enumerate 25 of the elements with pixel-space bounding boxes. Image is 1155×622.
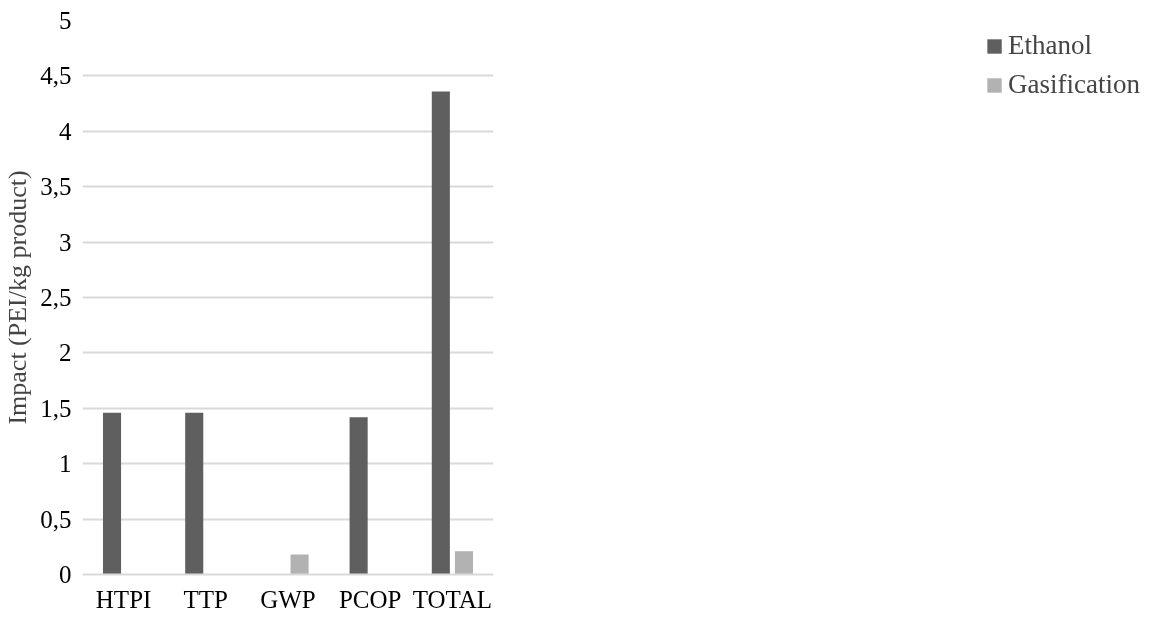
bar xyxy=(431,91,450,575)
bar xyxy=(349,417,368,575)
y-tick-label: 4,5 xyxy=(40,62,72,90)
legend-label: Gasification xyxy=(1008,69,1140,100)
y-tick-label: 3,5 xyxy=(40,173,72,201)
x-tick-label: GWP xyxy=(260,585,316,613)
x-tick-label: TTP xyxy=(183,585,229,613)
x-tick-label: TOTAL xyxy=(412,585,493,613)
x-tick-label: HTPI xyxy=(95,585,152,613)
y-tick-label: 2,5 xyxy=(40,284,72,311)
y-tick-label: 1,5 xyxy=(40,394,72,422)
x-tick-label: PCOP xyxy=(338,585,402,613)
y-tick-label: 0 xyxy=(59,561,72,588)
bar xyxy=(102,412,122,575)
legend-label: Ethanol xyxy=(1008,30,1093,61)
bar xyxy=(290,554,309,575)
y-tick-label: 4 xyxy=(59,117,72,145)
y-tick-label: 0,5 xyxy=(40,505,72,533)
y-axis-title: Impact (PEI/kg product) xyxy=(3,170,33,425)
y-tick-label: 3 xyxy=(59,228,72,256)
y-tick-label: 5 xyxy=(59,7,72,34)
y-tick-label: 1 xyxy=(59,450,72,478)
bar xyxy=(454,551,474,575)
bar xyxy=(185,412,204,575)
y-tick-label: 2 xyxy=(59,339,72,367)
